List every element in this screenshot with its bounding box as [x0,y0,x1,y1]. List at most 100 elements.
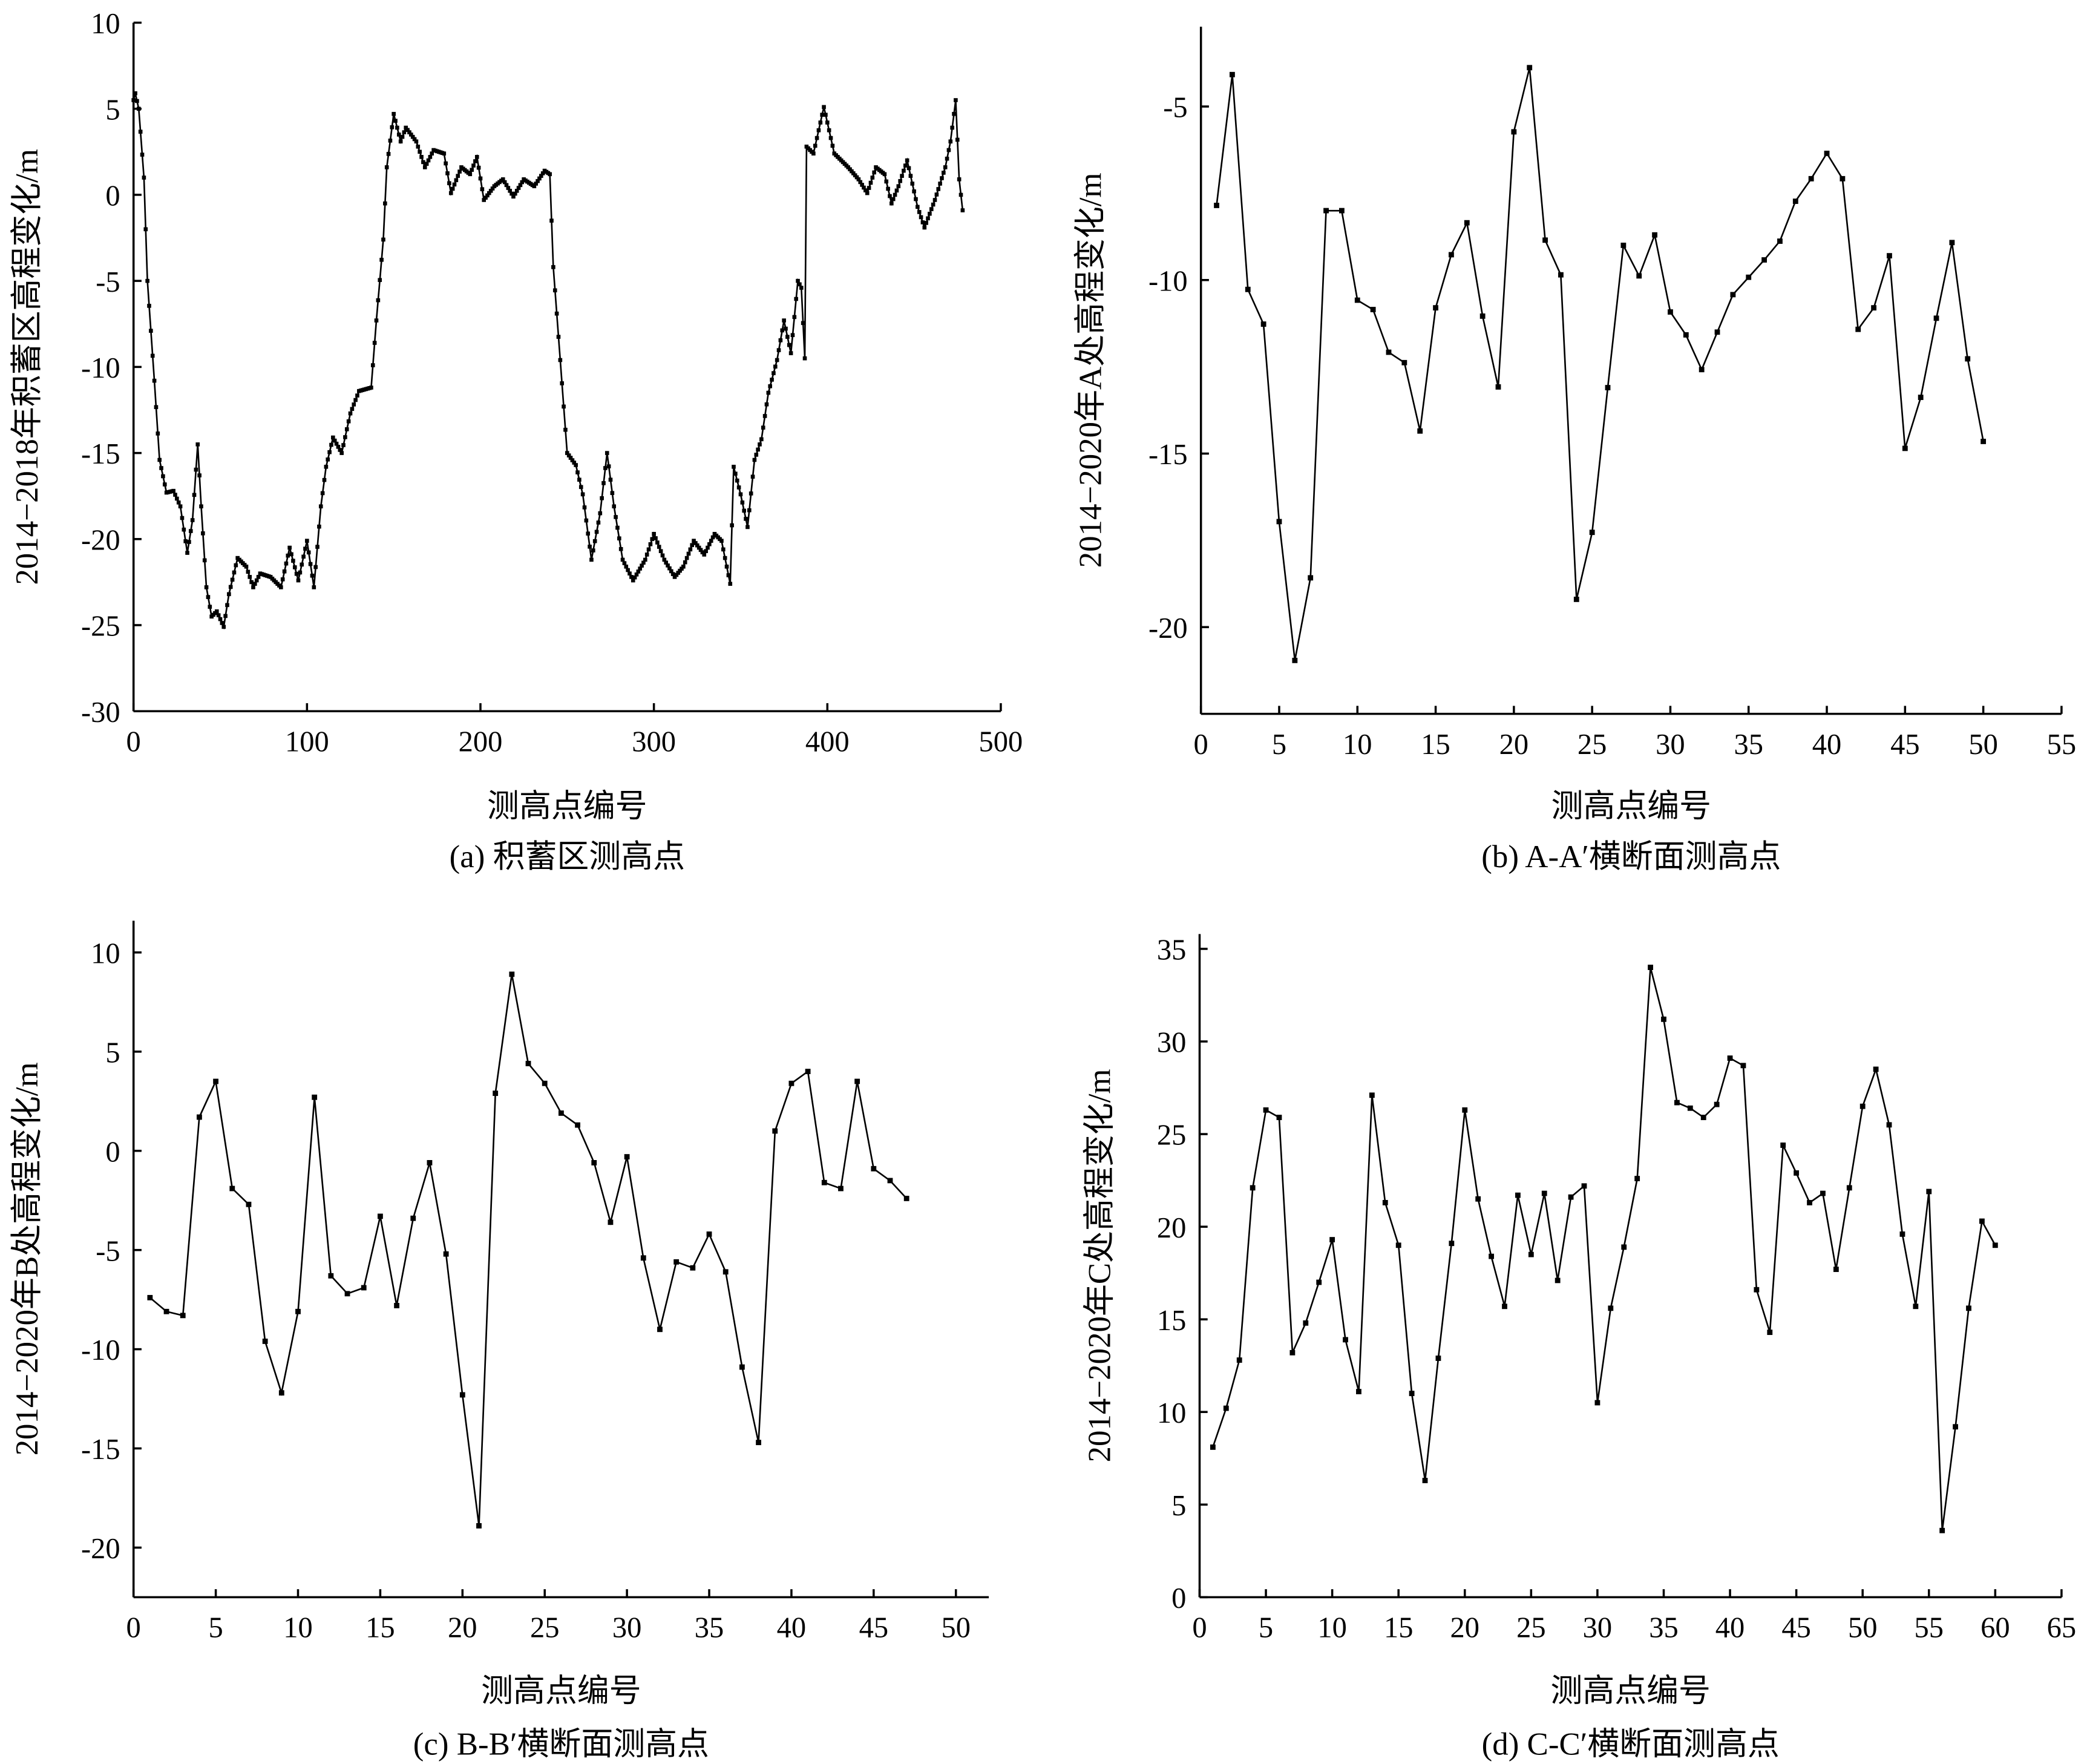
data-point [280,577,285,582]
data-point [312,1094,318,1100]
data-point [312,585,316,589]
data-point [334,441,339,446]
data-point [756,447,760,452]
data-point [504,183,509,188]
data-point [614,515,618,519]
data-point [407,130,411,134]
data-point [1229,71,1235,77]
data-point [912,189,916,194]
data-point [617,536,621,540]
data-point [418,149,422,154]
data-point [331,435,335,440]
data-point [143,227,148,232]
data-point [830,143,835,148]
data-point [136,107,141,111]
data-point [227,592,231,597]
data-point [1777,238,1783,244]
data-point [473,159,477,163]
x-tick-label: 10 [1343,729,1372,761]
data-point [152,378,157,383]
data-point [1260,321,1266,327]
data-point [728,582,733,586]
x-tick-label: 45 [859,1612,889,1644]
data-point [854,1078,860,1084]
data-point [378,278,382,283]
data-point [736,485,741,490]
data-point [865,191,870,195]
data-point [343,435,347,439]
y-tick-label: 0 [1171,1582,1186,1615]
data-point [145,278,149,283]
data-point [650,537,655,542]
data-point [775,358,779,362]
data-point [508,188,513,193]
data-point [156,431,160,436]
data-point [827,128,831,133]
data-point [735,478,739,483]
data-point [1981,439,1987,444]
x-tick-label: 50 [1848,1612,1877,1644]
data-point [197,1114,202,1120]
data-point [199,504,203,509]
data-point [1210,1444,1216,1450]
data-point [1308,575,1314,581]
panel-caption: (c) B-B′横断面测高点 [413,1727,709,1762]
x-tick-label: 5 [1272,729,1286,761]
data-point [589,557,594,562]
data-point [474,155,479,159]
data-point [690,543,695,548]
data-point [796,278,800,283]
panel-caption: (d) C-C′横断面测高点 [1482,1727,1780,1762]
data-point [218,617,223,621]
data-point [1966,1305,1971,1311]
data-point [850,169,854,174]
data-point [578,485,583,490]
data-point [251,585,255,589]
x-tick-label: 15 [365,1612,395,1644]
data-point [785,335,790,339]
data-point [374,318,379,323]
data-point [758,442,762,447]
series-line [149,974,908,1526]
data-point [603,466,608,470]
data-point [194,467,198,472]
data-point [1417,428,1423,434]
data-point [848,167,852,172]
data-point [952,111,956,116]
data-point [572,461,577,465]
data-point [1479,313,1486,319]
data-point [247,575,252,579]
data-point [721,547,726,552]
data-point [558,358,563,362]
data-point [756,1440,761,1446]
data-point [1939,1527,1945,1533]
data-point [924,221,928,225]
data-point [1886,1122,1892,1128]
x-tick-label: 10 [1317,1612,1347,1644]
data-point [1316,1279,1322,1285]
data-point [1541,1190,1547,1196]
data-point [1727,1055,1733,1061]
data-point [618,547,623,551]
data-point [657,1326,663,1333]
data-point [396,133,401,137]
data-point [352,402,356,407]
chart-panel-c: 0 5 10 15 20 25 30 35 40 45 501050-5-10-15-20测高点编号… [10,920,989,1762]
data-point [216,613,221,617]
data-point [1395,1242,1401,1248]
data-point [1965,356,1971,362]
data-point [604,451,609,455]
data-point [1979,1218,1985,1224]
data-point [744,517,748,521]
data-point [620,557,625,562]
y-tick-label: 15 [1157,1305,1187,1337]
data-point [386,152,391,156]
y-tick-label: -30 [81,697,120,729]
data-point [570,458,575,462]
y-tick-label: -5 [96,266,120,298]
data-point [684,556,689,560]
data-point [161,474,165,479]
data-point [162,482,167,487]
data-point [957,177,962,182]
data-point [594,530,599,534]
